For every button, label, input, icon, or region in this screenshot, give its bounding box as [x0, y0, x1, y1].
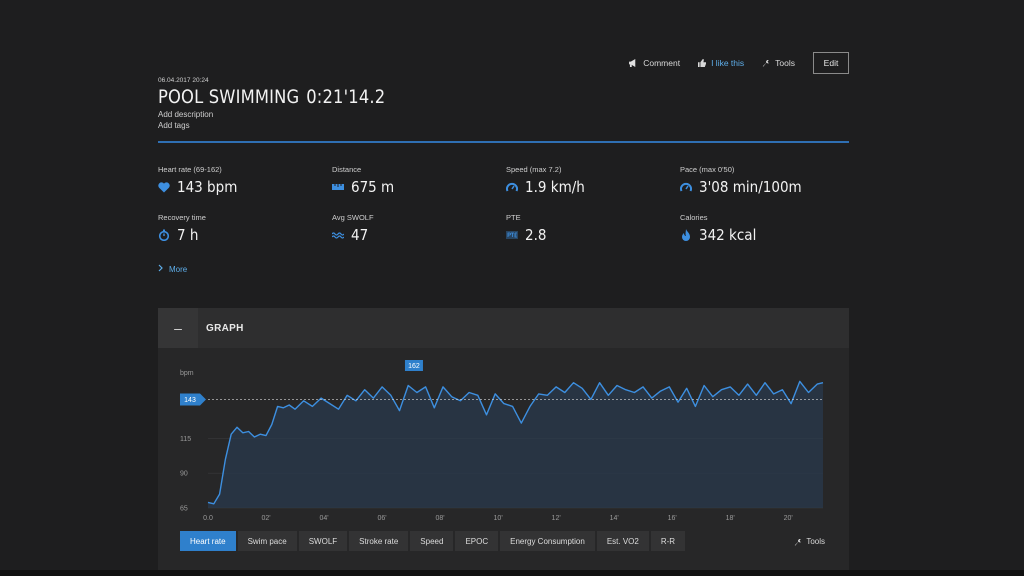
stat-pte: PTE 2.8	[506, 213, 676, 244]
header-actions: Comment I like this Tools Edit	[629, 52, 849, 74]
stat-pace: Pace (max 0'50) 3'08 min/100m	[680, 165, 850, 196]
x-tick-label: 06'	[377, 515, 386, 522]
tab-r-r[interactable]: R-R	[650, 531, 686, 551]
stat-value: 1.9 km/h	[525, 178, 585, 196]
x-tick-label: 0.0	[203, 515, 213, 522]
activity-name: POOL SWIMMING	[158, 86, 300, 108]
x-tick-label: 10'	[494, 515, 503, 522]
add-description-link[interactable]: Add description	[158, 110, 214, 119]
tab-swim-pace[interactable]: Swim pace	[237, 531, 297, 551]
y-tick-label: 90	[180, 471, 188, 478]
x-tick-label: 04'	[319, 515, 328, 522]
heart-rate-line	[207, 380, 824, 505]
x-tick-label: 14'	[610, 515, 619, 522]
stat-value: 143 bpm	[177, 178, 238, 196]
like-action[interactable]: I like this	[698, 58, 744, 68]
tab-epoc[interactable]: EPOC	[455, 531, 499, 551]
stat-label: PTE	[506, 213, 521, 222]
tab-speed[interactable]: Speed	[410, 531, 454, 551]
stat-calories: Calories 342 kcal	[680, 213, 850, 244]
tab-swolf[interactable]: SWOLF	[298, 531, 348, 551]
y-axis-label: bpm	[180, 370, 194, 377]
stat-label: Speed (max 7.2)	[506, 165, 562, 174]
graph-header: – GRAPH	[158, 308, 849, 348]
average-marker-label: 143	[184, 397, 196, 404]
stat-label: Calories	[680, 213, 708, 222]
heart-icon	[158, 181, 170, 193]
y-tick-label: 115	[180, 436, 191, 443]
x-tick-label: 20'	[784, 515, 793, 522]
stat-label: Distance	[332, 165, 362, 174]
stat-speed: Speed (max 7.2) 1.9 km/h	[506, 165, 676, 196]
header-divider	[158, 141, 849, 143]
x-tick-label: 18'	[726, 515, 735, 522]
stat-label: Avg SWOLF	[332, 213, 374, 222]
max-marker-label: 162	[408, 363, 420, 370]
speedometer-icon	[506, 181, 518, 193]
stat-label: Heart rate (69-162)	[158, 165, 222, 174]
more-label: More	[169, 264, 188, 274]
megaphone-icon	[629, 59, 636, 67]
wrench-icon	[762, 60, 770, 67]
speedometer-icon	[680, 181, 692, 193]
stat-label: Pace (max 0'50)	[680, 165, 735, 174]
x-tick-label: 08'	[436, 515, 445, 522]
edit-button[interactable]: Edit	[813, 52, 849, 74]
graph-panel: – GRAPH bpm 65 90 115 0.0 02' 04' 06' 08' 10' 12' 1…	[158, 308, 849, 576]
tools-label: Tools	[775, 58, 795, 68]
graph-tools-label: Tools	[806, 537, 825, 546]
thumbs-up-icon	[698, 59, 707, 67]
stat-avg-swolf: Avg SWOLF 47	[332, 213, 502, 244]
stat-recovery-time: Recovery time 7 h	[158, 213, 328, 244]
graph-tabs: Heart rate Swim pace SWOLF Stroke rate Speed…	[180, 531, 686, 551]
add-tags-link[interactable]: Add tags	[158, 121, 190, 130]
more-link[interactable]: More	[158, 264, 187, 274]
heart-rate-chart[interactable]: bpm 65 90 115 0.0 02' 04' 06' 08' 10' 12' 14' 16' 18'…	[158, 348, 849, 528]
wrench-icon	[795, 538, 802, 546]
stat-value: 342 kcal	[699, 226, 757, 244]
graph-title: GRAPH	[206, 322, 244, 334]
tab-est-vo2[interactable]: Est. VO2	[596, 531, 649, 551]
workout-duration: 0:21'14.2	[306, 86, 386, 108]
stat-value: 2.8	[525, 226, 547, 244]
chevron-right-icon	[158, 264, 163, 274]
ruler-icon	[332, 181, 344, 193]
flame-icon	[680, 229, 692, 241]
stat-value: 675 m	[351, 178, 395, 196]
page-title: POOL SWIMMING 0:21'14.2	[158, 86, 385, 108]
bottom-bar	[0, 570, 1024, 576]
x-tick-label: 12'	[552, 515, 561, 522]
heart-rate-area	[208, 381, 823, 508]
comment-action[interactable]: Comment	[629, 58, 680, 68]
y-tick-label: 65	[180, 506, 188, 513]
x-tick-label: 02'	[261, 515, 270, 522]
average-marker	[180, 393, 206, 406]
tools-action[interactable]: Tools	[762, 58, 795, 68]
collapse-button[interactable]: –	[158, 308, 198, 348]
stopwatch-icon	[158, 229, 170, 241]
stat-distance: Distance 675 m	[332, 165, 502, 196]
comment-label: Comment	[643, 58, 681, 68]
workout-date: 06.04.2017 20:24	[158, 77, 209, 84]
stat-value: 3'08 min/100m	[699, 178, 802, 196]
stat-label: Recovery time	[158, 213, 206, 222]
stat-value: 7 h	[177, 226, 199, 244]
tab-stroke-rate[interactable]: Stroke rate	[349, 531, 409, 551]
tab-energy-consumption[interactable]: Energy Consumption	[500, 531, 595, 551]
graph-tools-button[interactable]: Tools	[794, 537, 825, 546]
stat-heart-rate: Heart rate (69-162) 143 bpm	[158, 165, 328, 196]
like-label: I like this	[711, 58, 745, 68]
tab-heart-rate[interactable]: Heart rate	[180, 531, 236, 551]
max-marker	[404, 360, 423, 371]
stat-value: 47	[351, 226, 369, 244]
waves-icon	[332, 229, 344, 241]
pte-icon	[506, 229, 518, 241]
x-tick-label: 16'	[668, 515, 677, 522]
